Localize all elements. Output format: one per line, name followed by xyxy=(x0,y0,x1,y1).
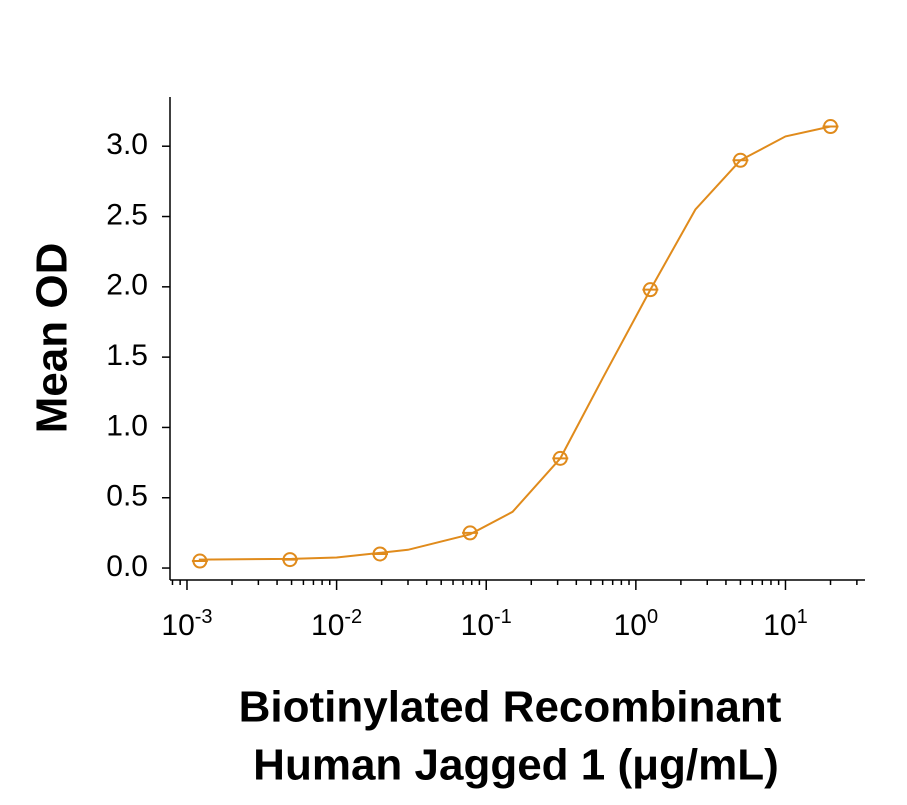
y-tick-label: 0.5 xyxy=(106,480,148,513)
x-tick-label: 101 xyxy=(763,606,808,642)
y-tick-label: 2.0 xyxy=(106,269,148,302)
x-tick-label: 10-2 xyxy=(311,606,362,642)
x-tick-base: 10 xyxy=(763,609,796,642)
x-tick-power: -2 xyxy=(344,606,362,628)
x-tick-label: 100 xyxy=(614,606,659,642)
x-axis-title: Human Jagged 1 (μg/mL) xyxy=(253,741,779,790)
x-tick-base: 10 xyxy=(161,609,194,642)
x-tick-label: 10-3 xyxy=(161,606,212,642)
y-tick-label: 0.0 xyxy=(106,550,148,583)
y-tick-label: 2.5 xyxy=(106,198,148,231)
x-axis-title: Biotinylated Recombinant xyxy=(239,683,782,732)
x-tick-base: 10 xyxy=(311,609,344,642)
y-tick-label: 3.0 xyxy=(106,128,148,161)
x-tick-power: -1 xyxy=(494,606,512,628)
x-tick-label: 10-1 xyxy=(461,606,512,642)
y-axis-title: Mean OD xyxy=(28,243,77,434)
y-tick-label: 1.0 xyxy=(106,409,148,442)
x-tick-power: -3 xyxy=(195,606,213,628)
y-tick-label: 1.5 xyxy=(106,339,148,372)
x-tick-power: 0 xyxy=(647,606,658,628)
fit-curve xyxy=(198,125,831,561)
x-tick-base: 10 xyxy=(614,609,647,642)
x-tick-power: 1 xyxy=(797,606,808,628)
x-tick-base: 10 xyxy=(461,609,494,642)
